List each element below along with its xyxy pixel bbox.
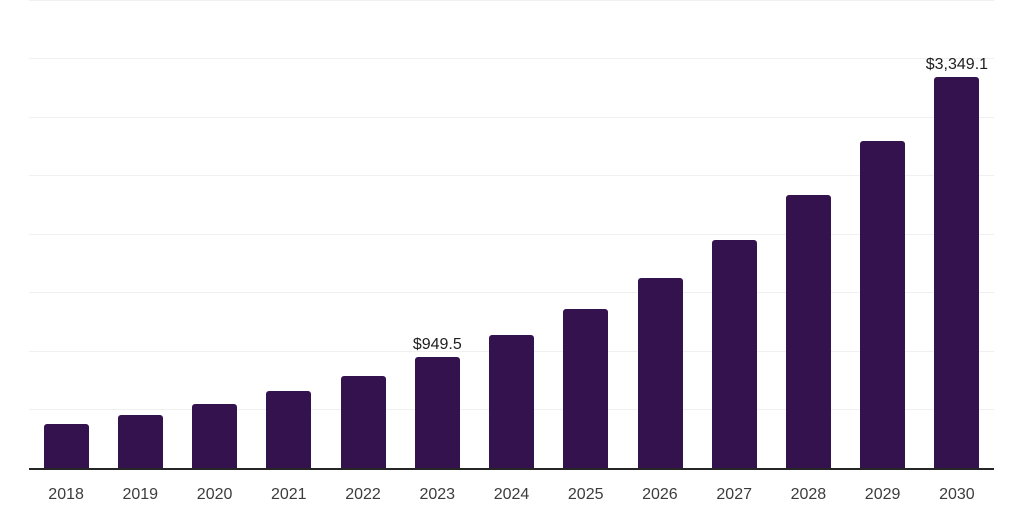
bar-2029 xyxy=(860,141,906,468)
x-tick-label-2022: 2022 xyxy=(345,486,381,503)
gridline xyxy=(29,234,994,235)
bar-2026 xyxy=(637,277,683,468)
x-tick-label-2025: 2025 xyxy=(567,486,604,503)
data-label-2030: $3,349.1 xyxy=(925,55,989,73)
gridline xyxy=(29,58,994,59)
bar-2027 xyxy=(711,240,757,468)
bar-2024 xyxy=(489,334,534,468)
data-label-2023: $949.5 xyxy=(412,336,462,353)
bar-2028 xyxy=(785,195,831,468)
bar-2021 xyxy=(266,391,312,468)
gridline xyxy=(29,175,994,176)
x-tick-label-2020: 2020 xyxy=(196,486,233,503)
x-tick-label-2026: 2026 xyxy=(642,486,678,503)
bar-2020 xyxy=(192,403,238,468)
x-tick-label-2027: 2027 xyxy=(716,486,752,503)
x-tick-label-2019: 2019 xyxy=(122,486,159,503)
x-tick-label-2018: 2018 xyxy=(48,486,84,503)
x-tick-label-2030: 2030 xyxy=(939,486,975,503)
x-tick-label-2029: 2029 xyxy=(864,486,901,503)
gridline xyxy=(29,292,994,293)
bar-2019 xyxy=(117,414,163,468)
x-tick-label-2021: 2021 xyxy=(270,486,307,503)
bar-2023 xyxy=(414,357,460,468)
bar-2030 xyxy=(934,76,980,468)
bar-2025 xyxy=(563,309,609,468)
gridline xyxy=(29,0,994,1)
bar-2022 xyxy=(340,375,386,468)
bar-2018 xyxy=(43,424,89,468)
x-tick-label-2028: 2028 xyxy=(790,486,827,503)
gridline xyxy=(29,117,994,118)
x-axis-line xyxy=(29,468,994,470)
x-tick-label-2024: 2024 xyxy=(493,486,530,503)
x-tick-label-2023: 2023 xyxy=(419,486,456,503)
